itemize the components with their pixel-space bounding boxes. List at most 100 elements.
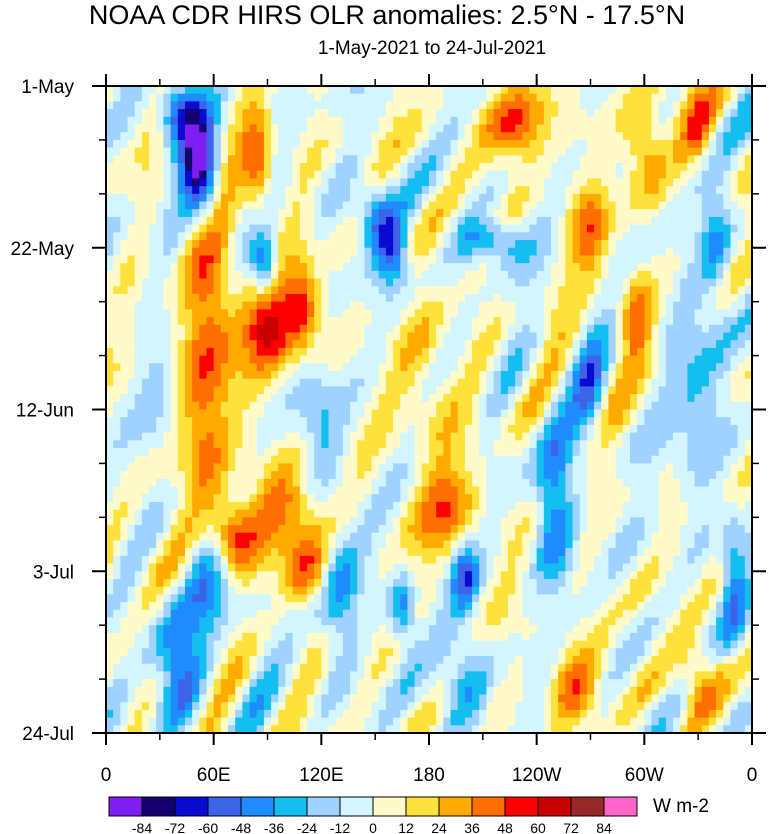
heatmap-cell [507, 471, 516, 480]
heatmap-cell [637, 278, 645, 287]
heatmap-cell [543, 463, 552, 472]
heatmap-cell [644, 401, 653, 411]
heatmap-cell [192, 486, 200, 495]
heatmap-cell [306, 394, 315, 403]
heatmap-cell [249, 139, 258, 149]
heatmap-cell [586, 201, 595, 210]
heatmap-cell [551, 109, 559, 118]
heatmap-cell [615, 324, 624, 334]
heatmap-cell [163, 355, 172, 364]
heatmap-cell [529, 486, 538, 495]
heatmap-cell [285, 178, 294, 187]
heatmap-cell [120, 216, 129, 226]
heatmap-cell [256, 309, 265, 318]
heatmap-cell [601, 386, 610, 395]
heatmap-cell [622, 309, 631, 318]
heatmap-cell [421, 116, 430, 126]
heatmap-cell [127, 209, 136, 218]
heatmap-cell [472, 394, 480, 403]
heatmap-cell [536, 448, 545, 457]
heatmap-cell [651, 347, 660, 357]
heatmap-cell [572, 417, 581, 426]
heatmap-cell [407, 471, 416, 480]
heatmap-cell [507, 178, 516, 187]
heatmap-cell [543, 409, 552, 418]
heatmap-cell [436, 240, 444, 249]
heatmap-cell [242, 332, 251, 341]
heatmap-cell [522, 486, 531, 495]
heatmap-cell [421, 139, 430, 149]
heatmap-cell [113, 440, 121, 449]
heatmap-cell [357, 293, 365, 303]
heatmap-cell [163, 501, 172, 511]
heatmap-cell [457, 401, 466, 411]
heatmap-cell [680, 378, 688, 387]
heatmap-cell [730, 293, 739, 303]
heatmap-cell [586, 86, 595, 95]
heatmap-cell [113, 355, 121, 364]
heatmap-cell [507, 386, 516, 395]
heatmap-cell [658, 255, 667, 264]
heatmap-cell [565, 270, 574, 280]
heatmap-cell [235, 247, 243, 257]
heatmap-cell [263, 463, 272, 472]
heatmap-cell [443, 486, 452, 495]
heatmap-cell [558, 286, 566, 295]
heatmap-cell [235, 255, 243, 264]
heatmap-cell [278, 270, 287, 280]
heatmap-cell [235, 147, 243, 156]
heatmap-cell [479, 409, 488, 418]
heatmap-cell [134, 201, 143, 210]
heatmap-cell [335, 386, 344, 395]
heatmap-cell [263, 101, 272, 110]
heatmap-cell [708, 317, 717, 326]
heatmap-cell [680, 347, 688, 357]
heatmap-cell [120, 193, 129, 203]
heatmap-cell [472, 317, 480, 326]
heatmap-cell [479, 216, 488, 226]
heatmap-cell [371, 293, 380, 303]
heatmap-cell [622, 293, 631, 303]
heatmap-cell [213, 486, 222, 495]
heatmap-cell [716, 332, 724, 341]
heatmap-cell [687, 317, 696, 326]
heatmap-cell [522, 378, 531, 387]
heatmap-cell [586, 163, 595, 172]
heatmap-cell [141, 124, 150, 133]
heatmap-cell [594, 209, 602, 218]
heatmap-cell [716, 93, 724, 102]
heatmap-cell [529, 401, 538, 411]
heatmap-cell [228, 170, 236, 180]
heatmap-cell [529, 370, 538, 380]
heatmap-cell [586, 347, 595, 357]
heatmap-cell [335, 309, 344, 318]
heatmap-cell [256, 301, 265, 310]
heatmap-cell [658, 124, 667, 133]
heatmap-cell [385, 216, 394, 226]
heatmap-cell [457, 340, 466, 349]
heatmap-cell [543, 286, 552, 295]
heatmap-cell [263, 324, 272, 334]
heatmap-cell [680, 332, 688, 341]
heatmap-cell [723, 363, 732, 372]
heatmap-cell [579, 378, 588, 387]
heatmap-cell [321, 116, 330, 126]
heatmap-cell [177, 101, 186, 110]
heatmap-cell [321, 340, 330, 349]
heatmap-cell [536, 494, 545, 503]
heatmap-cell [529, 263, 538, 272]
heatmap-cell [321, 509, 330, 518]
heatmap-cell [407, 124, 416, 133]
heatmap-cell [342, 293, 351, 303]
heatmap-cell [558, 109, 566, 118]
heatmap-cell [730, 340, 739, 349]
heatmap-cell [149, 216, 157, 226]
heatmap-cell [457, 494, 466, 503]
heatmap-cell [429, 386, 437, 395]
heatmap-cell [680, 132, 688, 141]
heatmap-cell [500, 147, 509, 156]
heatmap-cell [701, 463, 710, 472]
heatmap-cell [558, 93, 566, 102]
heatmap-cell [429, 147, 437, 156]
heatmap-cell [665, 440, 674, 449]
